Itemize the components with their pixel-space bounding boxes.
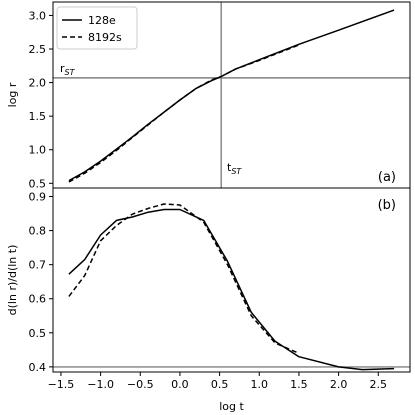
panel-a-y-axis-label: log r [6, 82, 19, 107]
panel-b: 0.4 0.5 0.6 0.7 0.8 0.9 −1.5 −1.0 −0.5 0.0 0.5 1.0… [6, 187, 411, 391]
panel-b-series-8192s [68, 203, 300, 354]
x-ticks: −1.5 −1.0 −0.5 0.0 0.5 1.0 1.5 2.0 2.5 [48, 372, 387, 391]
x-tick-label: 2.5 [370, 378, 388, 391]
panel-a-reference-lines [53, 2, 410, 188]
r-st-label: rST [60, 62, 76, 77]
r-st-subscript: ST [65, 68, 76, 77]
panel-a-y-tick-label: 0.5 [29, 177, 47, 190]
panel-b-series [68, 203, 395, 371]
panel-b-y-tick-label: 0.8 [29, 225, 47, 238]
panel-b-tag: (b) [378, 198, 396, 213]
t-st-label: tST [227, 161, 242, 176]
panel-a: 0.51.01.52.02.53.0 log r rST tST (a) 128… [6, 1, 411, 190]
panel-b-frame [52, 187, 411, 373]
panel-b-y-tick-label: 0.6 [29, 293, 47, 306]
panel-a-y-tick-label: 1.5 [29, 110, 47, 123]
legend-label-8192s: 8192s [88, 31, 122, 44]
legend-box [56, 6, 138, 50]
panel-a-series-8192s [68, 44, 300, 183]
t-st-subscript: ST [231, 167, 242, 176]
x-tick-label: 0.0 [171, 378, 189, 391]
panel-a-y-tick-label: 2.0 [29, 77, 47, 90]
x-axis-label: log t [219, 400, 244, 413]
x-tick-label: 1.5 [290, 378, 308, 391]
panel-b-y-tick-label: 0.7 [29, 259, 47, 272]
x-tick-label: 2.0 [330, 378, 348, 391]
panel-a-y-tick-label: 1.0 [29, 144, 47, 157]
legend: 128e 8192s [56, 6, 138, 50]
panel-b-y-tick-label: 0.5 [29, 327, 47, 340]
r-st-base: r [60, 62, 65, 75]
panel-b-y-tick-label: 0.4 [29, 361, 47, 374]
legend-label-128e: 128e [88, 14, 116, 27]
x-tick-label: −1.0 [87, 378, 114, 391]
panel-b-series-128e [68, 208, 395, 371]
x-tick-label: −0.5 [127, 378, 154, 391]
t-st-base: t [227, 161, 232, 174]
panel-b-y-tick-label: 0.9 [29, 191, 47, 204]
panel-a-y-tick-label: 2.5 [29, 43, 47, 56]
panel-b-y-axis-label: d(ln r)/d(ln t) [6, 245, 19, 316]
panel-a-y-ticks: 0.5 1.0 1.5 2.0 2.5 3.0 [29, 9, 53, 190]
x-tick-label: 0.5 [211, 378, 229, 391]
x-tick-label: −1.5 [48, 378, 75, 391]
x-tick-label: 1.0 [251, 378, 269, 391]
panel-a-y-tick-label: 3.0 [29, 9, 47, 22]
panel-b-y-ticks: 0.4 0.5 0.6 0.7 0.8 0.9 [29, 191, 53, 374]
panel-a-tag: (a) [378, 170, 396, 185]
panel-a-series [68, 9, 395, 183]
